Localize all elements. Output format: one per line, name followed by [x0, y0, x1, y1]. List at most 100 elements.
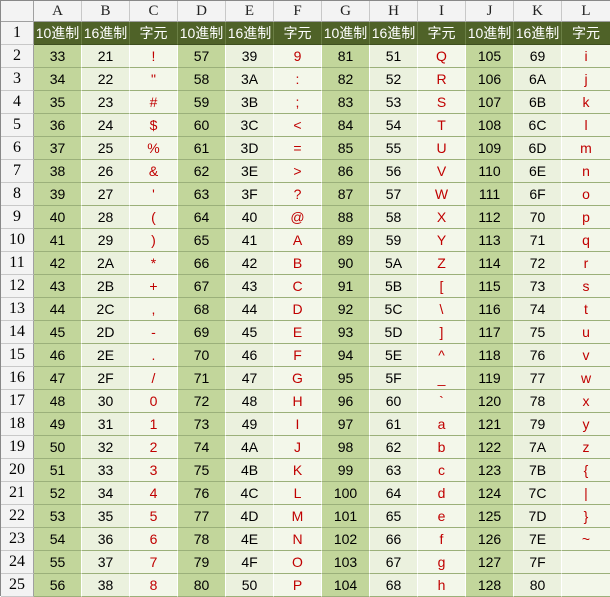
decimal-cell[interactable]: 41	[34, 229, 82, 252]
column-header-d[interactable]: D	[178, 1, 226, 22]
row-header[interactable]: 14	[1, 321, 34, 344]
decimal-cell[interactable]: 89	[322, 229, 370, 252]
hex-cell[interactable]: 7C	[514, 482, 562, 505]
char-cell[interactable]: '	[130, 183, 178, 206]
char-cell[interactable]: V	[418, 160, 466, 183]
hex-cell[interactable]: 42	[226, 252, 274, 275]
decimal-cell[interactable]: 47	[34, 367, 82, 390]
hex-cell[interactable]: 7D	[514, 505, 562, 528]
row-header[interactable]: 23	[1, 528, 34, 551]
row-header[interactable]: 19	[1, 436, 34, 459]
char-cell[interactable]: G	[274, 367, 322, 390]
decimal-cell[interactable]: 76	[178, 482, 226, 505]
row-header[interactable]: 6	[1, 137, 34, 160]
char-cell[interactable]: _	[418, 367, 466, 390]
hex-cell[interactable]: 71	[514, 229, 562, 252]
hex-cell[interactable]: 29	[82, 229, 130, 252]
hex-cell[interactable]: 6F	[514, 183, 562, 206]
hex-cell[interactable]: 40	[226, 206, 274, 229]
hex-cell[interactable]: 5A	[370, 252, 418, 275]
decimal-cell[interactable]: 55	[34, 551, 82, 574]
decimal-cell[interactable]: 81	[322, 45, 370, 68]
hex-cell[interactable]: 79	[514, 413, 562, 436]
column-header-l[interactable]: L	[562, 1, 610, 22]
decimal-cell[interactable]: 126	[466, 528, 514, 551]
hex-cell[interactable]: 59	[370, 229, 418, 252]
decimal-cell[interactable]: 60	[178, 114, 226, 137]
row-header[interactable]: 4	[1, 91, 34, 114]
row-header[interactable]: 1	[1, 22, 34, 45]
char-cell[interactable]: E	[274, 321, 322, 344]
row-header[interactable]: 9	[1, 206, 34, 229]
hex-cell[interactable]: 36	[82, 528, 130, 551]
char-cell[interactable]: H	[274, 390, 322, 413]
decimal-cell[interactable]: 119	[466, 367, 514, 390]
decimal-cell[interactable]: 79	[178, 551, 226, 574]
hex-cell[interactable]: 3D	[226, 137, 274, 160]
decimal-cell[interactable]: 87	[322, 183, 370, 206]
decimal-cell[interactable]: 52	[34, 482, 82, 505]
char-cell[interactable]: ;	[274, 91, 322, 114]
decimal-cell[interactable]: 43	[34, 275, 82, 298]
char-cell[interactable]: 9	[274, 45, 322, 68]
decimal-cell[interactable]: 82	[322, 68, 370, 91]
char-cell[interactable]: ,	[130, 298, 178, 321]
char-cell[interactable]: b	[418, 436, 466, 459]
decimal-cell[interactable]: 36	[34, 114, 82, 137]
hex-cell[interactable]: 26	[82, 160, 130, 183]
hex-cell[interactable]: 38	[82, 574, 130, 597]
column-header-f[interactable]: F	[274, 1, 322, 22]
char-cell[interactable]	[562, 574, 610, 597]
decimal-cell[interactable]: 94	[322, 344, 370, 367]
decimal-cell[interactable]: 101	[322, 505, 370, 528]
hex-cell[interactable]: 44	[226, 298, 274, 321]
decimal-cell[interactable]: 53	[34, 505, 82, 528]
hex-cell[interactable]: 2B	[82, 275, 130, 298]
decimal-cell[interactable]: 73	[178, 413, 226, 436]
hex-cell[interactable]: 3B	[226, 91, 274, 114]
char-cell[interactable]: m	[562, 137, 610, 160]
char-cell[interactable]: C	[274, 275, 322, 298]
decimal-cell[interactable]: 114	[466, 252, 514, 275]
row-header[interactable]: 22	[1, 505, 34, 528]
char-cell[interactable]: 6	[130, 528, 178, 551]
decimal-cell[interactable]: 113	[466, 229, 514, 252]
char-cell[interactable]: w	[562, 367, 610, 390]
row-header[interactable]: 12	[1, 275, 34, 298]
decimal-cell[interactable]: 117	[466, 321, 514, 344]
char-cell[interactable]: d	[418, 482, 466, 505]
column-title-cell[interactable]: 10進制	[34, 22, 82, 45]
decimal-cell[interactable]: 80	[178, 574, 226, 597]
column-header-b[interactable]: B	[82, 1, 130, 22]
char-cell[interactable]: }	[562, 505, 610, 528]
decimal-cell[interactable]: 71	[178, 367, 226, 390]
hex-cell[interactable]: 3F	[226, 183, 274, 206]
char-cell[interactable]: &	[130, 160, 178, 183]
char-cell[interactable]: s	[562, 275, 610, 298]
decimal-cell[interactable]: 38	[34, 160, 82, 183]
row-header[interactable]: 17	[1, 390, 34, 413]
hex-cell[interactable]: 6B	[514, 91, 562, 114]
char-cell[interactable]: R	[418, 68, 466, 91]
char-cell[interactable]: r	[562, 252, 610, 275]
row-header[interactable]: 25	[1, 574, 34, 597]
decimal-cell[interactable]: 51	[34, 459, 82, 482]
char-cell[interactable]: 4	[130, 482, 178, 505]
char-cell[interactable]: (	[130, 206, 178, 229]
hex-cell[interactable]: 61	[370, 413, 418, 436]
char-cell[interactable]: l	[562, 114, 610, 137]
decimal-cell[interactable]: 99	[322, 459, 370, 482]
hex-cell[interactable]: 78	[514, 390, 562, 413]
column-title-cell[interactable]: 16進制	[370, 22, 418, 45]
decimal-cell[interactable]: 100	[322, 482, 370, 505]
decimal-cell[interactable]: 102	[322, 528, 370, 551]
char-cell[interactable]: P	[274, 574, 322, 597]
decimal-cell[interactable]: 75	[178, 459, 226, 482]
char-cell[interactable]: a	[418, 413, 466, 436]
select-all-corner[interactable]	[1, 1, 34, 22]
char-cell[interactable]: +	[130, 275, 178, 298]
char-cell[interactable]: i	[562, 45, 610, 68]
char-cell[interactable]: c	[418, 459, 466, 482]
decimal-cell[interactable]: 93	[322, 321, 370, 344]
hex-cell[interactable]: 2F	[82, 367, 130, 390]
